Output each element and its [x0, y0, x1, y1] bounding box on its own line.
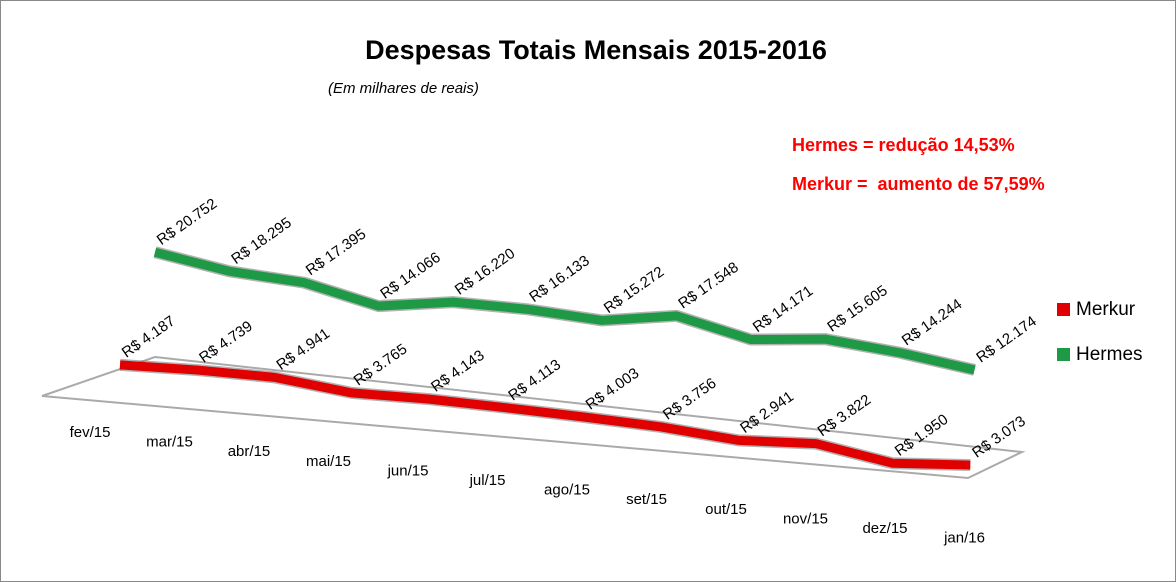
- x-tick-label: out/15: [705, 501, 747, 518]
- x-tick-label: mai/15: [306, 453, 351, 470]
- x-tick-label: fev/15: [70, 424, 111, 441]
- annotation: Merkur = aumento de 57,59%: [792, 174, 1045, 194]
- line: [119, 360, 971, 470]
- chart-subtitle: (Em milhares de reais): [328, 80, 479, 97]
- line: [153, 247, 976, 375]
- x-tick-label: set/15: [626, 491, 667, 508]
- x-tick-label: nov/15: [783, 510, 828, 527]
- x-tick-label: dez/15: [862, 520, 907, 537]
- legend-label: Hermes: [1076, 344, 1143, 365]
- legend-swatch: [1057, 303, 1070, 316]
- x-tick-label: abr/15: [228, 443, 271, 460]
- x-tick-label: ago/15: [544, 482, 590, 499]
- x-tick-label: mar/15: [146, 434, 193, 451]
- legend-label: Merkur: [1076, 299, 1136, 320]
- x-tick-label: jun/15: [387, 462, 429, 479]
- chart-title: Despesas Totais Mensais 2015-2016: [365, 35, 827, 65]
- x-tick-label: jan/16: [943, 530, 985, 547]
- x-tick-label: jul/15: [469, 472, 506, 489]
- floor: [41, 355, 1026, 480]
- legend-swatch: [1057, 348, 1070, 361]
- annotation: Hermes = redução 14,53%: [792, 135, 1015, 155]
